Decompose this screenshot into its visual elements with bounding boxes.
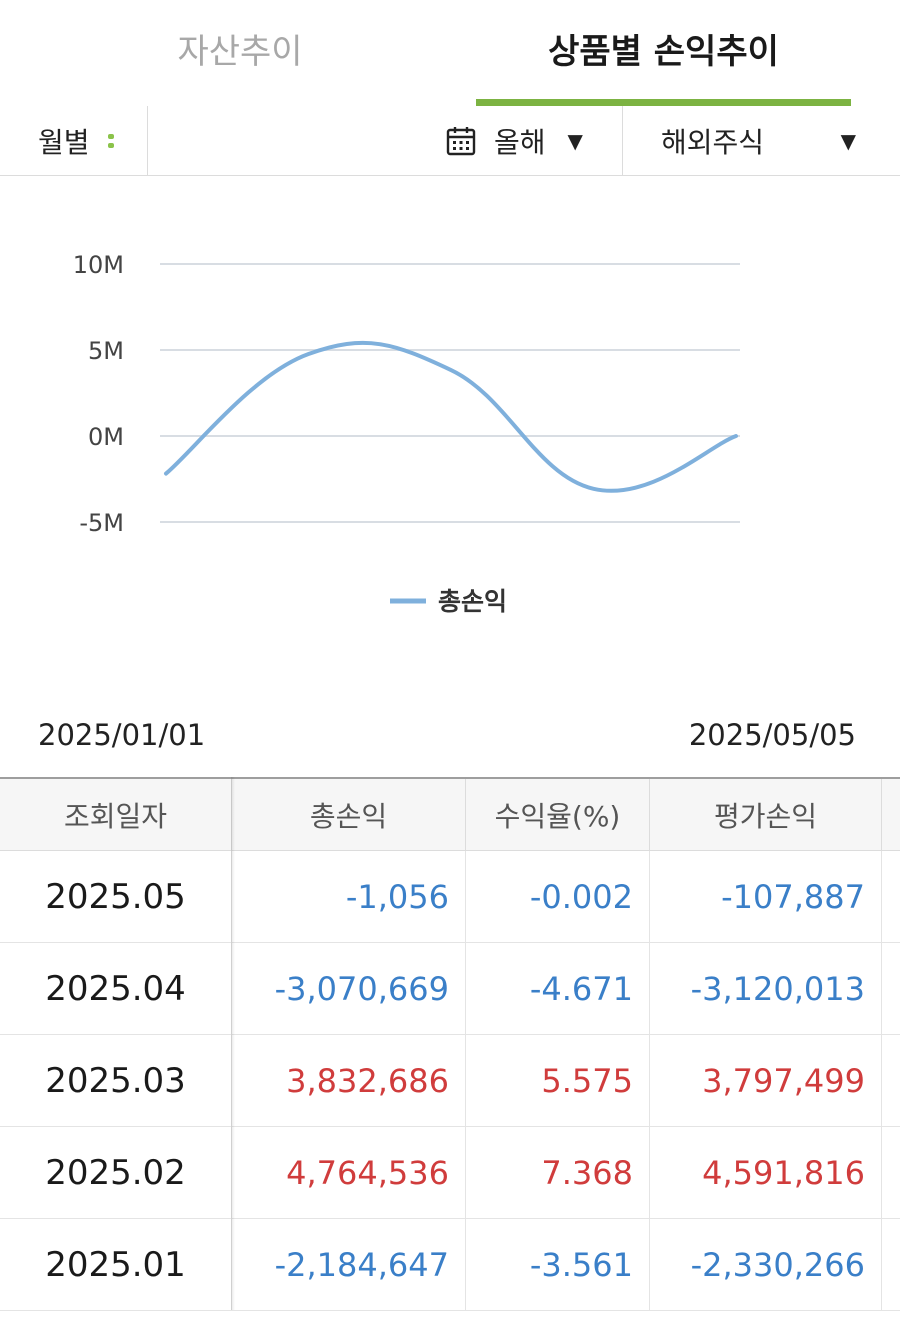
- cell-total-pnl: -2,184,647: [232, 1219, 466, 1310]
- date-range: 2025/01/01 2025/05/05: [0, 714, 900, 758]
- cell-return-rate: 5.575: [466, 1035, 650, 1126]
- table-row[interactable]: 2025.01 -2,184,647 -3.561 -2,330,266: [0, 1219, 900, 1311]
- drag-handle-icon: [107, 134, 114, 148]
- y-tick-label: 5M: [88, 337, 124, 365]
- cell-eval-pnl: 3,797,499: [650, 1035, 882, 1126]
- caret-down-icon: ▼: [567, 129, 583, 153]
- table-row[interactable]: 2025.04 -3,070,669 -4.671 -3,120,013: [0, 943, 900, 1035]
- y-tick-label: 0M: [88, 423, 124, 451]
- header-date[interactable]: 조회일자: [0, 779, 232, 851]
- cell-total-pnl: -3,070,669: [232, 943, 466, 1034]
- chart-svg: 10M 5M 0M -5M 총손익: [73, 251, 740, 616]
- caret-down-icon: ▼: [840, 129, 856, 153]
- fixed-column-shadow: [231, 777, 235, 1310]
- legend-label[interactable]: 총손익: [438, 587, 507, 616]
- range-dropdown[interactable]: 올해 ▼: [446, 106, 622, 176]
- header-total-pnl[interactable]: 총손익: [232, 779, 466, 851]
- cell-total-pnl: 4,764,536: [232, 1127, 466, 1218]
- table-header: 조회일자 총손익 수익율(%) 평가손익: [0, 777, 900, 851]
- cell-date: 2025.04: [0, 943, 232, 1034]
- table-row[interactable]: 2025.02 4,764,536 7.368 4,591,816: [0, 1127, 900, 1219]
- period-selector[interactable]: 월별: [0, 106, 148, 176]
- y-tick-label: -5M: [79, 509, 124, 537]
- pnl-table: 조회일자 총손익 수익율(%) 평가손익 2025.05 -1,056 -0.002…: [0, 777, 900, 1311]
- y-tick-label: 10M: [73, 251, 124, 279]
- tab-asset-trend[interactable]: 자산추이: [177, 32, 303, 72]
- table-row[interactable]: 2025.05 -1,056 -0.002 -107,887: [0, 851, 900, 943]
- period-label: 월별: [38, 126, 90, 159]
- tab-product-pnl-trend[interactable]: 상품별 손익추이: [548, 32, 779, 72]
- cell-return-rate: -4.671: [466, 943, 650, 1034]
- table-row[interactable]: 2025.03 3,832,686 5.575 3,797,499: [0, 1035, 900, 1127]
- start-date: 2025/01/01: [38, 718, 206, 752]
- end-date: 2025/05/05: [688, 718, 856, 752]
- cell-return-rate: -0.002: [466, 851, 650, 942]
- filter-bar: 월별 올해 ▼ 해외주식 ▼: [0, 106, 900, 176]
- tab-bar: 자산추이 상품별 손익추이: [0, 0, 900, 106]
- cell-eval-pnl: 4,591,816: [650, 1127, 882, 1218]
- cell-eval-pnl: -107,887: [650, 851, 882, 942]
- cell-return-rate: -3.561: [466, 1219, 650, 1310]
- market-label: 해외주식: [661, 126, 765, 159]
- cell-date: 2025.05: [0, 851, 232, 942]
- cell-total-pnl: -1,056: [232, 851, 466, 942]
- cell-return-rate: 7.368: [466, 1127, 650, 1218]
- cell-date: 2025.03: [0, 1035, 232, 1126]
- cell-total-pnl: 3,832,686: [232, 1035, 466, 1126]
- active-tab-indicator: [476, 99, 851, 106]
- cell-eval-pnl: -3,120,013: [650, 943, 882, 1034]
- series-line-total-pnl[interactable]: [164, 340, 738, 493]
- calendar-icon: [446, 127, 476, 156]
- header-return-rate[interactable]: 수익율(%): [466, 779, 650, 851]
- market-dropdown[interactable]: 해외주식 ▼: [622, 106, 900, 176]
- pnl-line-chart: 10M 5M 0M -5M 총손익: [0, 176, 900, 696]
- cell-date: 2025.01: [0, 1219, 232, 1310]
- cell-date: 2025.02: [0, 1127, 232, 1218]
- cell-eval-pnl: -2,330,266: [650, 1219, 882, 1310]
- range-label: 올해: [494, 126, 546, 159]
- header-eval-pnl[interactable]: 평가손익: [650, 779, 882, 851]
